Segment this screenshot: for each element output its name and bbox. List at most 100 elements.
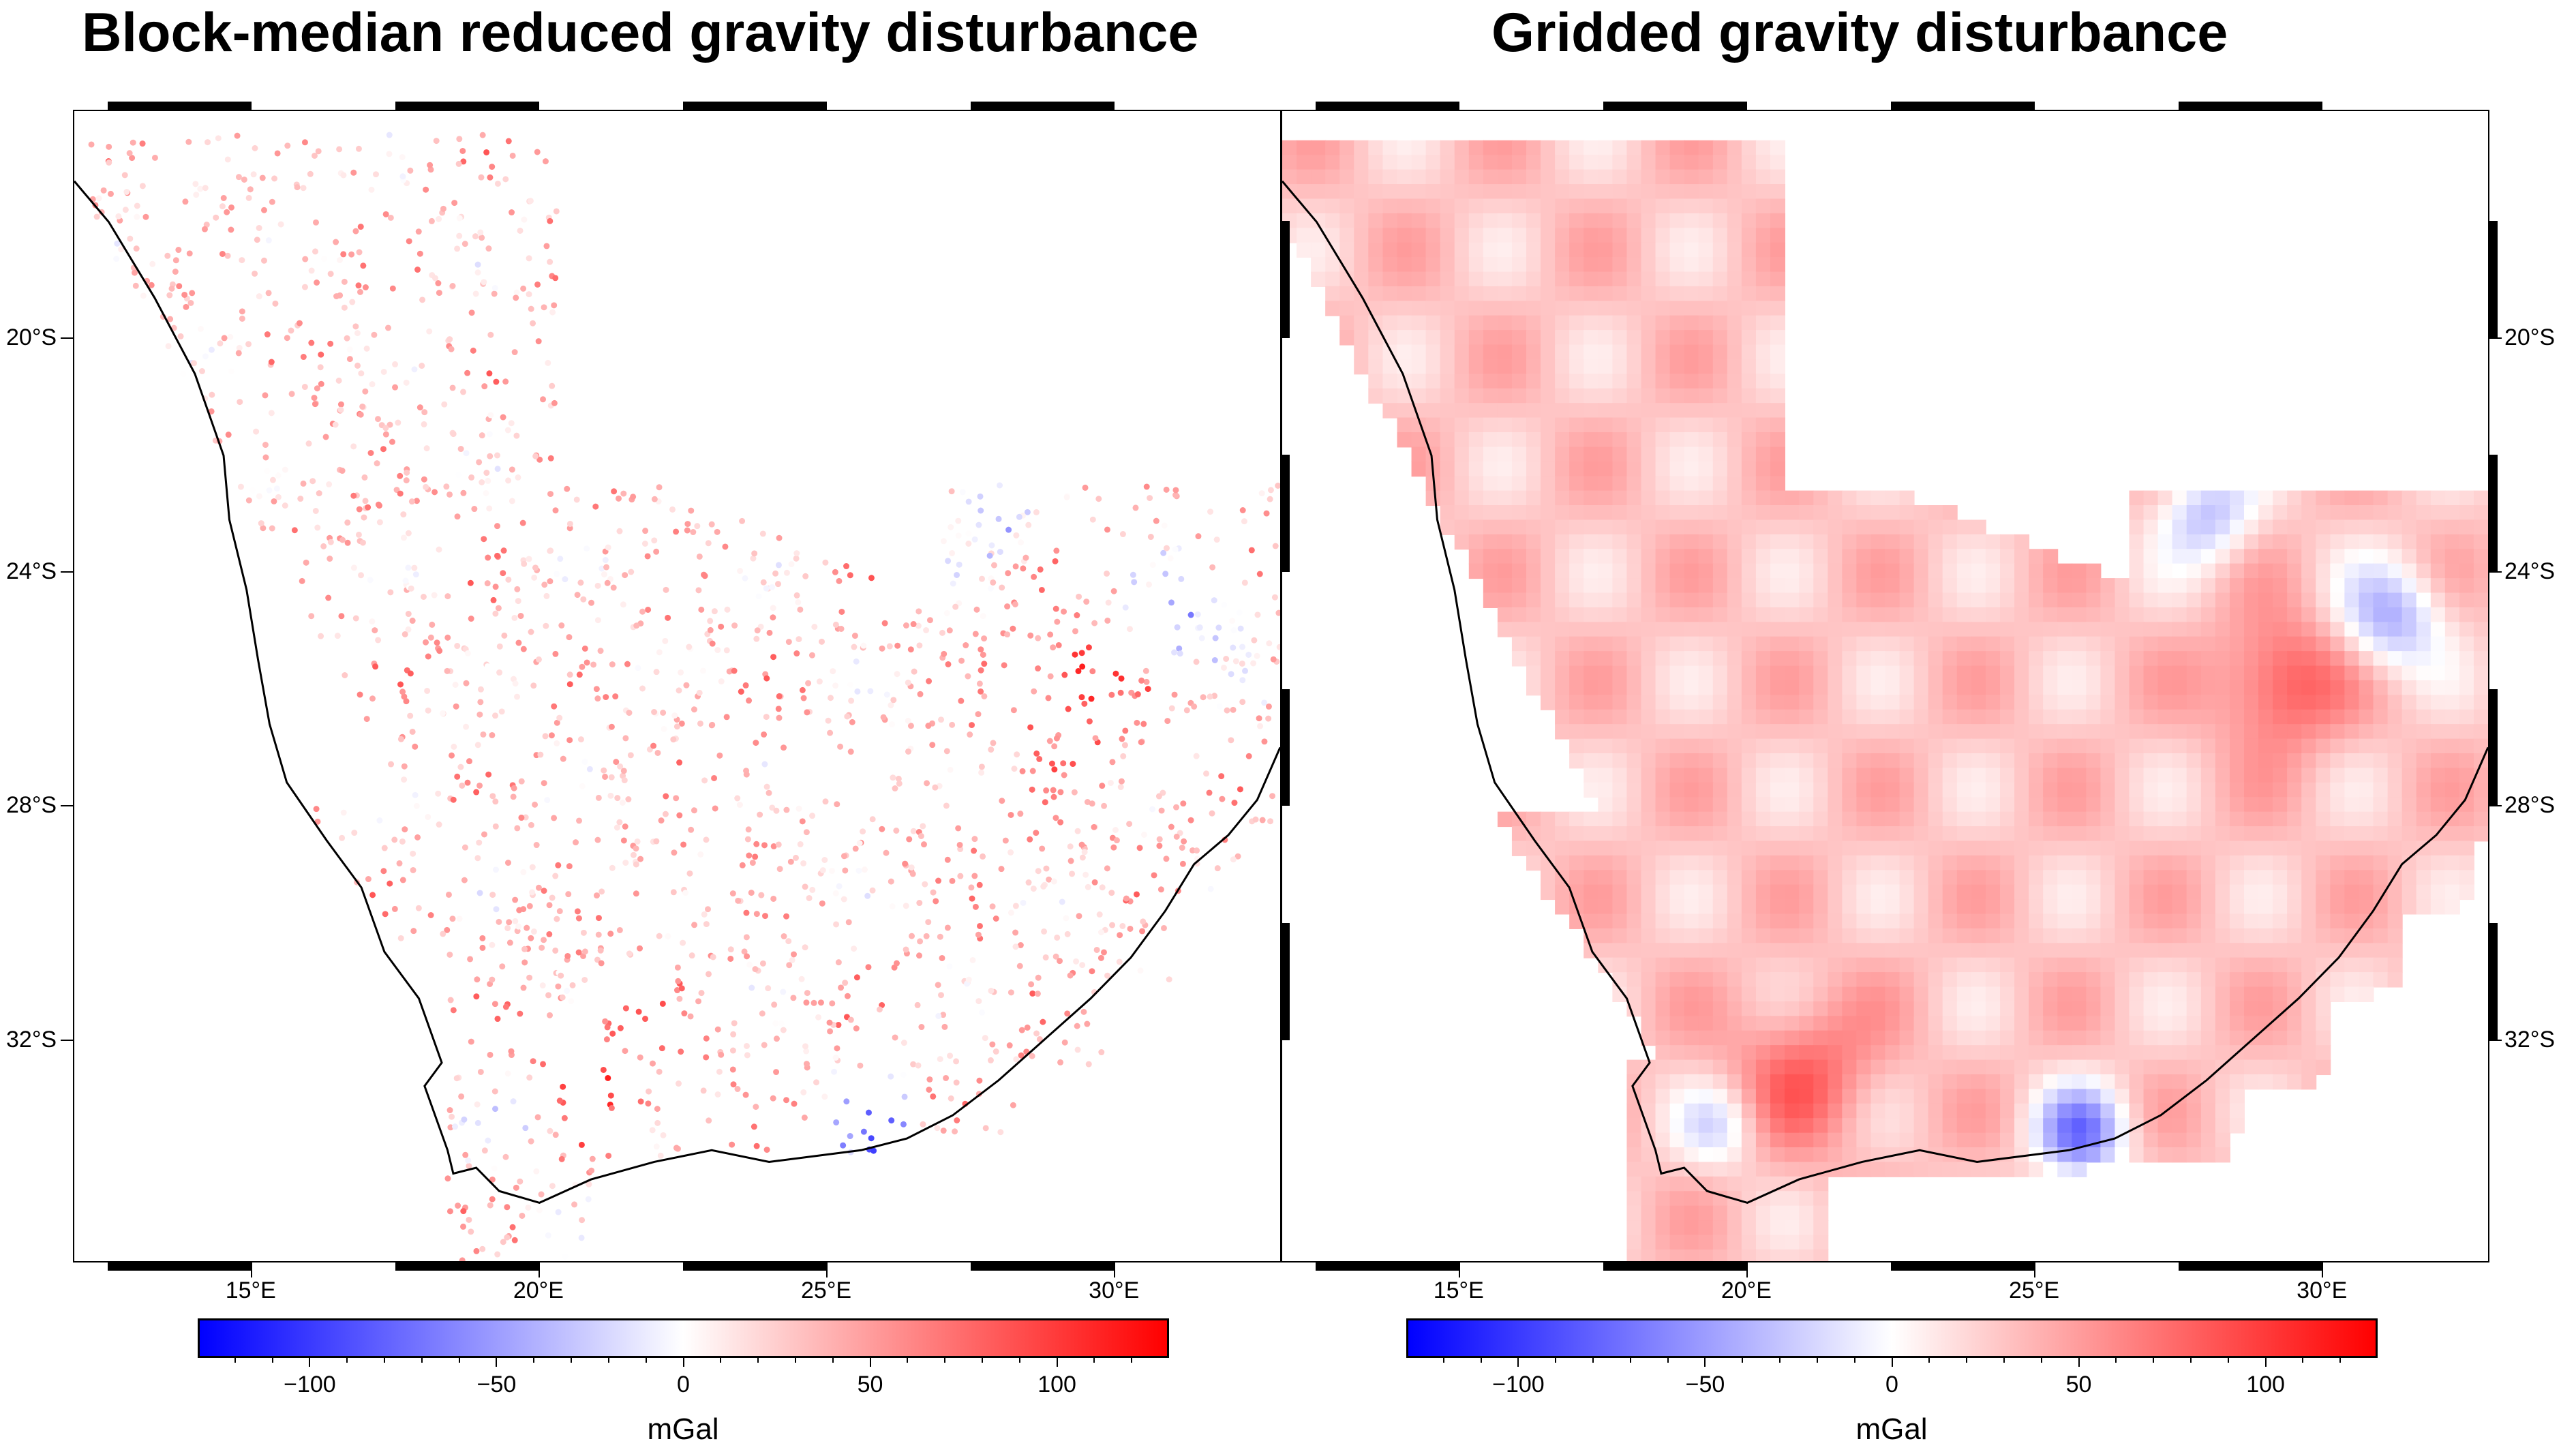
grid-cell xyxy=(1684,228,1699,243)
gravity-point xyxy=(830,668,836,675)
grid-cell xyxy=(1885,636,1900,652)
gravity-point xyxy=(892,1034,898,1041)
gravity-point xyxy=(346,346,353,353)
gravity-point xyxy=(487,412,494,419)
grid-cell xyxy=(1813,505,1829,521)
gravity-point xyxy=(381,845,388,851)
grid-cell xyxy=(1885,534,1900,550)
grid-cell xyxy=(2029,695,2044,710)
grid-cell xyxy=(1555,636,1571,652)
grid-cell xyxy=(1842,913,1858,929)
grid-cell xyxy=(2273,928,2288,944)
grid-cell xyxy=(1770,943,1786,958)
grid-cell xyxy=(2000,709,2016,725)
grid-cell xyxy=(1411,301,1427,316)
grid-cell xyxy=(1956,884,1972,901)
grid-cell xyxy=(2057,578,2073,594)
gravity-point xyxy=(922,881,928,888)
gravity-point xyxy=(594,836,601,843)
grid-cell xyxy=(2330,928,2346,944)
grid-cell xyxy=(1770,271,1786,287)
gravity-point xyxy=(697,720,703,727)
grid-cell xyxy=(2244,826,2260,842)
grid-cell xyxy=(1541,695,1556,710)
gravity-point xyxy=(530,928,537,935)
grid-cell xyxy=(1641,651,1656,667)
grid-cell xyxy=(2200,636,2216,652)
gravity-point xyxy=(489,1196,496,1203)
gravity-point xyxy=(976,881,983,888)
grid-cell xyxy=(1712,928,1728,944)
grid-cell xyxy=(1698,943,1714,958)
grid-cell xyxy=(1641,665,1656,682)
grid-cell xyxy=(1985,738,2001,755)
gravity-point xyxy=(853,1025,860,1032)
grid-cell xyxy=(1712,680,1728,696)
grid-cell xyxy=(2000,622,2016,637)
gravity-point xyxy=(1020,899,1027,906)
grid-cell xyxy=(1770,753,1786,769)
grid-cell xyxy=(1684,841,1699,856)
grid-cell xyxy=(2316,870,2331,886)
gravity-point xyxy=(436,648,443,654)
gravity-point xyxy=(847,681,853,688)
gravity-point xyxy=(556,908,563,915)
grid-cell xyxy=(1741,1001,1757,1017)
grid-cell xyxy=(1555,563,1571,579)
grid-cell xyxy=(1584,228,1599,243)
grid-cell xyxy=(1584,344,1599,361)
gravity-point xyxy=(362,388,369,395)
grid-cell xyxy=(2072,899,2087,915)
gravity-point xyxy=(481,279,487,286)
grid-cell xyxy=(2444,592,2460,608)
grid-cell xyxy=(2215,841,2230,856)
grid-cell xyxy=(1655,301,1671,316)
gravity-point xyxy=(626,950,633,957)
gravity-point xyxy=(327,340,334,347)
gravity-point xyxy=(707,618,714,624)
grid-cell xyxy=(1684,519,1699,535)
grid-cell xyxy=(2359,943,2374,958)
gravity-point xyxy=(282,502,288,509)
grid-cell xyxy=(2273,549,2288,564)
grid-cell xyxy=(2344,855,2360,871)
grid-cell xyxy=(2100,957,2116,973)
grid-cell xyxy=(1956,797,1972,813)
grid-cell xyxy=(2000,534,2016,550)
grid-cell xyxy=(1655,257,1671,273)
grid-cell xyxy=(2072,972,2087,988)
gravity-point xyxy=(696,689,703,696)
grid-cell xyxy=(1956,592,1972,608)
grid-cell xyxy=(1584,169,1599,185)
grid-cell xyxy=(1497,388,1513,404)
gravity-point xyxy=(224,209,230,215)
grid-cell xyxy=(1569,870,1585,886)
gravity-point xyxy=(391,836,398,843)
gravity-point xyxy=(479,944,486,951)
grid-cell xyxy=(2100,855,2116,871)
gravity-point xyxy=(317,364,324,371)
grid-cell xyxy=(1942,986,1958,1003)
grid-cell xyxy=(2186,768,2202,783)
gravity-point xyxy=(1230,706,1237,713)
grid-cell xyxy=(1913,841,1929,856)
grid-cell xyxy=(1942,928,1958,944)
grid-cell xyxy=(1483,286,1498,302)
grid-cell xyxy=(1755,534,1771,550)
grid-cell xyxy=(2200,811,2216,828)
grid-cell xyxy=(2043,724,2059,740)
grid-cell xyxy=(1541,403,1556,419)
grid-cell xyxy=(1655,519,1671,535)
gravity-point xyxy=(761,731,768,738)
gravity-point xyxy=(816,678,823,685)
gravity-point xyxy=(516,907,523,913)
gravity-point xyxy=(734,1086,741,1092)
grid-cell xyxy=(1541,549,1556,564)
gravity-point xyxy=(1156,836,1163,843)
grid-cell xyxy=(1612,155,1628,170)
grid-cell xyxy=(1626,797,1642,813)
grid-cell xyxy=(1698,986,1714,1003)
gravity-point xyxy=(633,861,639,868)
grid-cell xyxy=(2258,870,2274,886)
gravity-point xyxy=(322,434,329,440)
